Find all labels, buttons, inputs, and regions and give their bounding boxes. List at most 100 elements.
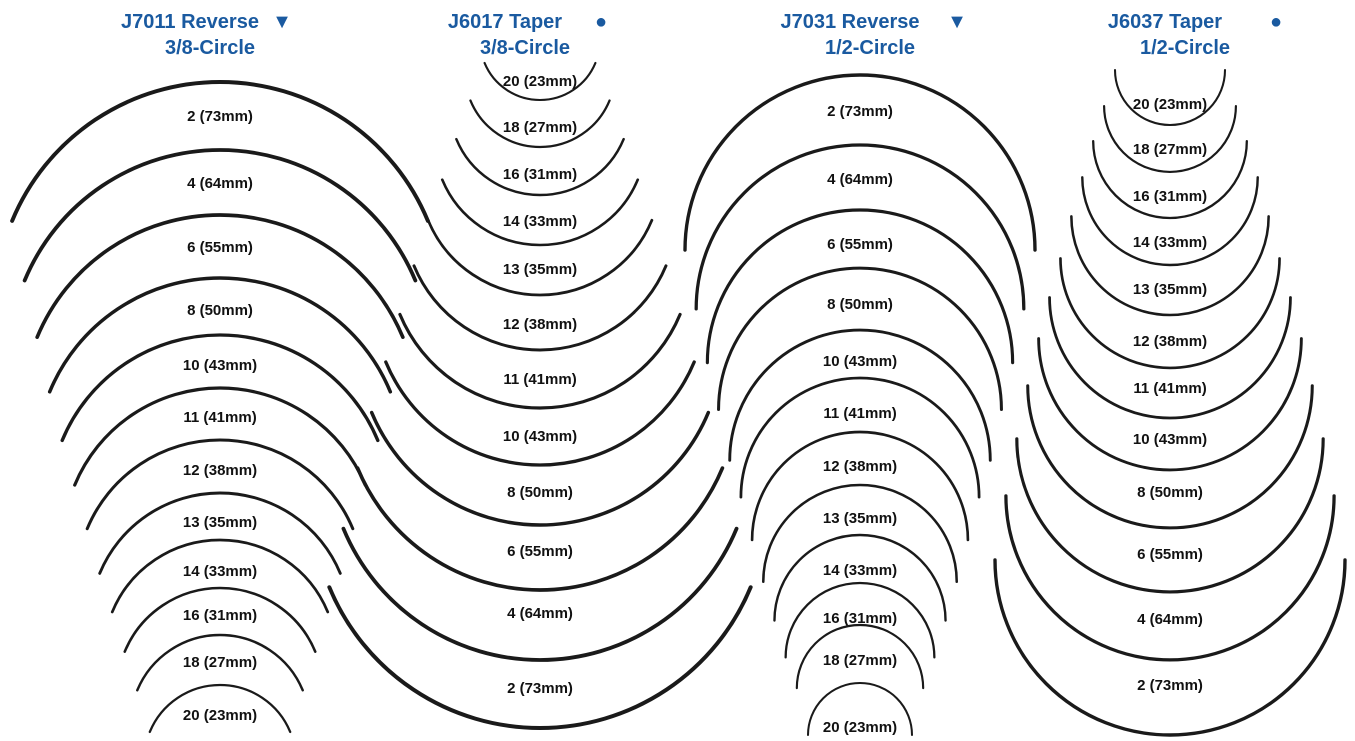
needle-arc: [993, 558, 1347, 737]
needle-arc: [739, 376, 981, 499]
needle-label: 18 (27mm): [823, 652, 897, 669]
needle-arc: [483, 61, 597, 102]
needle-arc: [35, 213, 405, 339]
needle-arc: [762, 483, 958, 583]
needle-arc: [355, 466, 725, 592]
column-title: J6037 Taper: [1108, 11, 1222, 33]
needle-arc: [384, 360, 696, 467]
needle-label: 18 (27mm): [1133, 141, 1207, 158]
needle-label: 16 (31mm): [503, 166, 577, 183]
needle-label: 8 (50mm): [827, 296, 893, 313]
needle-label: 2 (73mm): [507, 680, 573, 697]
needle-arc: [136, 633, 304, 692]
needle-arc: [705, 208, 1015, 365]
needle-label: 13 (35mm): [503, 261, 577, 278]
needle-label: 12 (38mm): [1133, 333, 1207, 350]
needle-arc: [1070, 215, 1270, 317]
needle-arc: [750, 430, 970, 542]
column-title: J6017 Taper: [448, 11, 562, 33]
needle-arc: [369, 410, 711, 527]
needle-label: 13 (35mm): [1133, 281, 1207, 298]
needle-label: 16 (31mm): [1133, 188, 1207, 205]
needle-arc: [795, 623, 925, 690]
needle-label: 11 (41mm): [183, 409, 256, 426]
needle-arc: [110, 538, 330, 614]
needle-label: 10 (43mm): [183, 357, 257, 374]
column-symbol: ▼: [947, 11, 967, 33]
needle-arc: [47, 276, 393, 394]
needle-label: 12 (38mm): [503, 316, 577, 333]
needle-arc: [683, 73, 1037, 252]
needle-arc: [728, 328, 992, 462]
needle-label: 12 (38mm): [183, 462, 257, 479]
needle-arc: [773, 534, 947, 622]
needle-arc: [1026, 384, 1314, 529]
needle-label: 2 (73mm): [1137, 677, 1203, 694]
needle-arc: [440, 178, 640, 247]
needle-label: 6 (55mm): [507, 543, 573, 560]
needle-label: 8 (50mm): [1137, 484, 1203, 501]
needle-arc: [85, 438, 355, 531]
needle-label: 20 (23mm): [183, 707, 257, 724]
needle-arc: [412, 264, 668, 352]
needle-label: 18 (27mm): [183, 654, 257, 671]
needle-arc: [327, 585, 753, 730]
needle-arc: [10, 80, 430, 223]
needle-label: 6 (55mm): [827, 236, 893, 253]
column-subtitle: 1/2-Circle: [1140, 37, 1230, 59]
needle-arc: [784, 581, 936, 659]
needle-label: 10 (43mm): [1133, 431, 1207, 448]
needle-arc: [694, 143, 1026, 311]
needle-label: 14 (33mm): [823, 562, 897, 579]
needle-arc: [455, 137, 625, 197]
needle-label: 10 (43mm): [823, 353, 897, 370]
column-title: J7031 Reverse: [780, 11, 919, 33]
needle-arc: [22, 148, 418, 283]
needle-label: 6 (55mm): [187, 239, 253, 256]
needle-label: 8 (50mm): [507, 484, 573, 501]
needle-label: 4 (64mm): [1137, 611, 1203, 628]
needle-arc: [1092, 140, 1248, 220]
needle-arc: [1081, 176, 1259, 267]
needle-arc: [73, 386, 367, 487]
needle-arc: [98, 491, 342, 575]
needle-label: 13 (35mm): [183, 514, 257, 531]
needle-arc: [60, 333, 380, 443]
needle-label: 8 (50mm): [187, 302, 253, 319]
needle-arc: [806, 681, 914, 737]
needle-label: 20 (23mm): [823, 719, 897, 736]
needle-arc: [398, 312, 682, 410]
needle-label: 14 (33mm): [183, 563, 257, 580]
needle-arc: [1004, 494, 1336, 661]
needle-label: 2 (73mm): [827, 103, 893, 120]
needle-arc: [426, 218, 654, 297]
needle-label: 4 (64mm): [827, 171, 893, 188]
needle-arc: [1103, 105, 1237, 174]
needle-label: 16 (31mm): [183, 607, 257, 624]
column-symbol: ●: [1270, 11, 1282, 33]
needle-label: 16 (31mm): [823, 610, 897, 627]
column-subtitle: 1/2-Circle: [825, 37, 915, 59]
needle-label: 10 (43mm): [503, 428, 577, 445]
needle-arc: [469, 99, 611, 149]
needle-arc: [1113, 68, 1227, 127]
needle-arc: [123, 586, 317, 653]
column-symbol: ●: [595, 11, 607, 33]
needle-label: 14 (33mm): [1133, 234, 1207, 251]
needle-label: 12 (38mm): [823, 458, 897, 475]
needle-label: 13 (35mm): [823, 510, 897, 527]
needle-arc: [1059, 257, 1281, 370]
needle-arc: [148, 683, 292, 734]
column-subtitle: 3/8-Circle: [165, 37, 255, 59]
needle-label: 2 (73mm): [187, 108, 253, 125]
needle-label: 11 (41mm): [503, 371, 576, 388]
needle-label: 14 (33mm): [503, 213, 577, 230]
needle-label: 20 (23mm): [1133, 96, 1207, 113]
needle-arc: [1039, 339, 1302, 470]
column-title: J7011 Reverse: [121, 11, 259, 33]
needle-arc: [717, 267, 1003, 411]
needle-label: 6 (55mm): [1137, 546, 1203, 563]
needle-label: 18 (27mm): [503, 119, 577, 136]
needle-arc: [1015, 437, 1325, 593]
